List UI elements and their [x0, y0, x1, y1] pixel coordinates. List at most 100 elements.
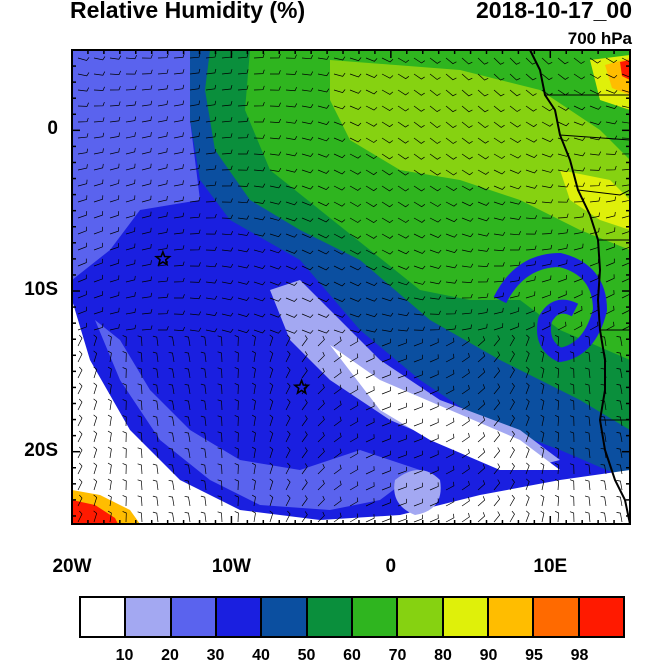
- wind-barb: [317, 297, 330, 303]
- wind-barb: [333, 496, 342, 507]
- wind-barb: [605, 105, 618, 110]
- wind-barb: [589, 166, 601, 171]
- wind-barb: [168, 351, 175, 363]
- wind-barb: [173, 245, 185, 251]
- wind-barb: [381, 185, 394, 192]
- colorbar-swatch: [398, 598, 444, 636]
- wind-barb: [541, 121, 554, 127]
- wind-barb: [600, 335, 607, 347]
- wind-barb: [333, 56, 346, 61]
- wind-barb: [605, 57, 618, 64]
- wind-barb: [173, 261, 185, 267]
- wind-barb: [494, 262, 505, 267]
- wind-barb: [333, 169, 346, 175]
- wind-barb: [365, 89, 378, 95]
- wind-barb: [509, 215, 522, 220]
- wind-barb: [137, 479, 143, 491]
- wind-barb: [461, 137, 473, 144]
- wind-barb: [365, 466, 375, 475]
- wind-barb: [269, 430, 274, 443]
- wind-barb: [285, 366, 291, 379]
- wind-barb: [253, 85, 265, 91]
- wind-barb: [217, 351, 223, 363]
- wind-barb: [413, 326, 425, 331]
- wind-barb: [413, 73, 425, 80]
- wind-barb: [605, 274, 615, 283]
- wind-barb: [301, 249, 314, 255]
- wind-barb: [141, 292, 153, 299]
- wind-barb: [557, 290, 567, 299]
- wind-barb: [525, 121, 538, 128]
- wind-barb: [554, 430, 560, 443]
- wind-barb: [540, 430, 545, 443]
- wind-barb: [461, 309, 473, 315]
- wind-barb: [285, 217, 298, 222]
- wind-barb: [493, 73, 505, 81]
- wind-barb: [477, 323, 488, 331]
- wind-barb: [141, 227, 152, 235]
- wind-barb: [365, 265, 378, 271]
- wind-barb: [525, 430, 530, 443]
- wind-barb: [122, 511, 127, 523]
- wind-barb: [381, 153, 394, 160]
- wind-barb: [93, 446, 98, 459]
- wind-barb: [269, 382, 274, 395]
- wind-barb: [600, 495, 607, 507]
- wind-barb: [429, 354, 439, 363]
- wind-barb: [93, 478, 98, 491]
- colorbar-swatch: [171, 598, 217, 636]
- wind-barb: [205, 295, 218, 300]
- wind-barb: [349, 233, 362, 239]
- wind-barb: [349, 297, 362, 302]
- wind-barb: [573, 290, 583, 299]
- wind-barb: [301, 71, 314, 76]
- wind-barb: [509, 398, 515, 411]
- wind-barb: [541, 137, 554, 143]
- wind-barb: [141, 147, 152, 155]
- wind-barb: [525, 230, 537, 235]
- wind-barb: [217, 415, 223, 427]
- wind-barb: [365, 328, 378, 333]
- wind-barb: [413, 265, 426, 270]
- wind-barb: [317, 415, 325, 427]
- wind-barb: [349, 57, 362, 62]
- wind-barb: [493, 383, 501, 395]
- wind-barb: [621, 246, 630, 251]
- wind-barb: [605, 305, 615, 315]
- wind-barb: [251, 510, 256, 523]
- wind-barb: [461, 352, 470, 363]
- wind-barb: [477, 89, 489, 97]
- pressure-level: 700 hPa: [567, 29, 632, 48]
- wind-barb: [253, 297, 266, 302]
- wind-barb: [589, 151, 602, 156]
- wind-barb: [589, 197, 601, 203]
- wind-barb: [269, 334, 274, 347]
- wind-barb: [381, 402, 391, 411]
- wind-barb: [109, 195, 120, 203]
- wind-barb: [317, 185, 330, 191]
- wind-barb: [122, 383, 127, 395]
- wind-barb: [525, 137, 538, 143]
- wind-barb: [397, 338, 407, 347]
- wind-barb: [317, 104, 330, 109]
- wind-barb: [605, 321, 615, 331]
- wind-barb: [445, 449, 455, 459]
- wind-barb: [301, 351, 308, 363]
- colorbar-swatch: [216, 598, 263, 636]
- wind-barb: [413, 386, 423, 395]
- wind-barb: [184, 415, 191, 427]
- wind-barb: [445, 73, 457, 81]
- wind-barb: [365, 169, 378, 176]
- wind-barb: [525, 494, 530, 507]
- wind-barb: [381, 418, 391, 427]
- wind-barb: [109, 86, 121, 91]
- wind-barb: [189, 262, 201, 267]
- wind-barb: [621, 121, 630, 124]
- wind-barb: [349, 249, 362, 255]
- wind-barb: [157, 244, 169, 251]
- wind-barb: [317, 313, 330, 318]
- wind-barb: [77, 164, 88, 171]
- wind-barb: [200, 399, 207, 411]
- wind-barb: [413, 450, 423, 459]
- wind-barb: [269, 297, 282, 302]
